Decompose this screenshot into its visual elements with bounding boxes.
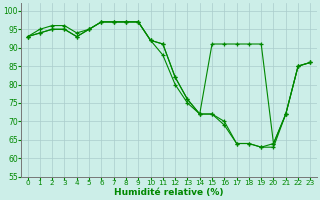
X-axis label: Humidité relative (%): Humidité relative (%) <box>114 188 224 197</box>
